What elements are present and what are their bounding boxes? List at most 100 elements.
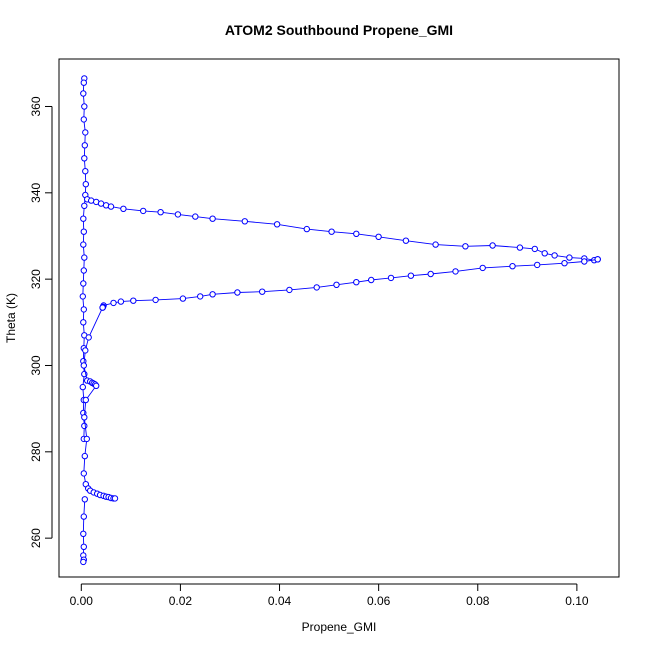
data-series	[99, 256, 601, 311]
y-tick-label: 280	[29, 441, 43, 461]
data-point	[117, 298, 125, 305]
data-point	[93, 382, 100, 389]
data-point	[80, 530, 87, 537]
data-point	[479, 264, 486, 272]
data-point	[107, 203, 115, 210]
data-point	[566, 254, 573, 261]
data-series	[80, 304, 119, 502]
data-point	[259, 288, 266, 295]
data-point	[80, 79, 88, 86]
data-point	[286, 286, 293, 294]
data-point	[81, 142, 89, 149]
data-point	[80, 90, 87, 97]
data-point	[328, 228, 335, 235]
x-tick-label: 0.08	[466, 594, 490, 608]
data-series	[80, 496, 89, 566]
data-point	[303, 225, 310, 233]
data-point	[509, 263, 516, 270]
data-point	[531, 245, 538, 253]
data-point	[541, 250, 548, 257]
x-tick-label: 0.00	[70, 594, 94, 608]
data-point	[80, 228, 88, 235]
data-point	[80, 319, 87, 326]
data-point	[80, 116, 88, 123]
data-series	[84, 196, 601, 264]
data-point	[152, 296, 159, 304]
data-point	[157, 209, 164, 216]
x-tick-label: 0.10	[565, 594, 589, 608]
data-point	[561, 260, 568, 267]
y-tick-label: 320	[29, 269, 43, 289]
data-point	[110, 299, 117, 307]
data-point	[85, 334, 92, 341]
data-point	[333, 281, 340, 288]
y-tick-label: 340	[29, 182, 43, 202]
data-point	[80, 558, 87, 566]
data-point	[80, 241, 87, 248]
data-point	[209, 215, 216, 222]
data-point	[80, 513, 88, 520]
data-point	[192, 213, 199, 220]
data-point	[368, 276, 375, 284]
data-point	[489, 242, 496, 249]
data-point	[99, 304, 106, 311]
data-point	[353, 230, 360, 238]
data-point	[209, 291, 216, 298]
data-point	[140, 207, 147, 215]
data-point	[452, 268, 459, 275]
data-point	[82, 168, 89, 175]
data-point	[80, 267, 88, 274]
data-point	[81, 414, 88, 421]
data-point	[516, 244, 524, 251]
data-point	[130, 297, 137, 304]
data-point	[80, 543, 88, 550]
x-tick-label: 0.02	[169, 594, 193, 608]
data-point	[375, 233, 382, 241]
data-point	[83, 435, 91, 443]
data-point	[432, 241, 439, 248]
series-line	[102, 258, 598, 308]
data-point	[81, 452, 89, 460]
data-point	[111, 495, 119, 502]
data-point	[82, 347, 89, 354]
data-point	[594, 256, 601, 263]
data-point	[81, 155, 88, 162]
data-point	[353, 279, 360, 286]
data-point	[79, 293, 87, 300]
x-axis-label: Propene_GMI	[302, 620, 377, 634]
x-tick-label: 0.04	[268, 594, 292, 608]
data-point	[81, 254, 88, 261]
y-tick-label: 300	[29, 355, 43, 375]
data-point	[79, 383, 87, 391]
data-point	[81, 422, 88, 430]
y-tick-label: 260	[29, 528, 43, 548]
data-point	[80, 215, 87, 222]
data-point	[81, 202, 88, 210]
data-point	[80, 470, 88, 477]
data-point	[534, 261, 541, 269]
data-point	[82, 129, 89, 136]
plot-frame	[58, 58, 620, 578]
data-point	[241, 218, 249, 225]
data-point	[80, 362, 88, 369]
data-point	[234, 289, 241, 296]
data-series	[79, 75, 90, 443]
x-tick-label: 0.06	[367, 594, 391, 608]
data-point	[387, 274, 395, 282]
data-point	[407, 272, 415, 279]
data-series-layer	[79, 75, 601, 566]
data-point	[82, 181, 90, 188]
data-point	[179, 295, 187, 302]
series-line	[87, 198, 598, 261]
data-point	[80, 306, 88, 313]
data-point	[313, 284, 320, 291]
y-axis: 260 280 300 320 340 360	[29, 96, 53, 548]
data-point	[174, 211, 182, 218]
chart-title: ATOM2 Southbound Propene_GMI	[225, 22, 453, 38]
data-point	[120, 205, 127, 213]
x-axis: 0.00 0.02 0.04 0.06 0.08 0.10	[70, 583, 589, 608]
data-point	[197, 293, 204, 300]
data-point	[82, 396, 90, 404]
data-point	[402, 237, 410, 244]
